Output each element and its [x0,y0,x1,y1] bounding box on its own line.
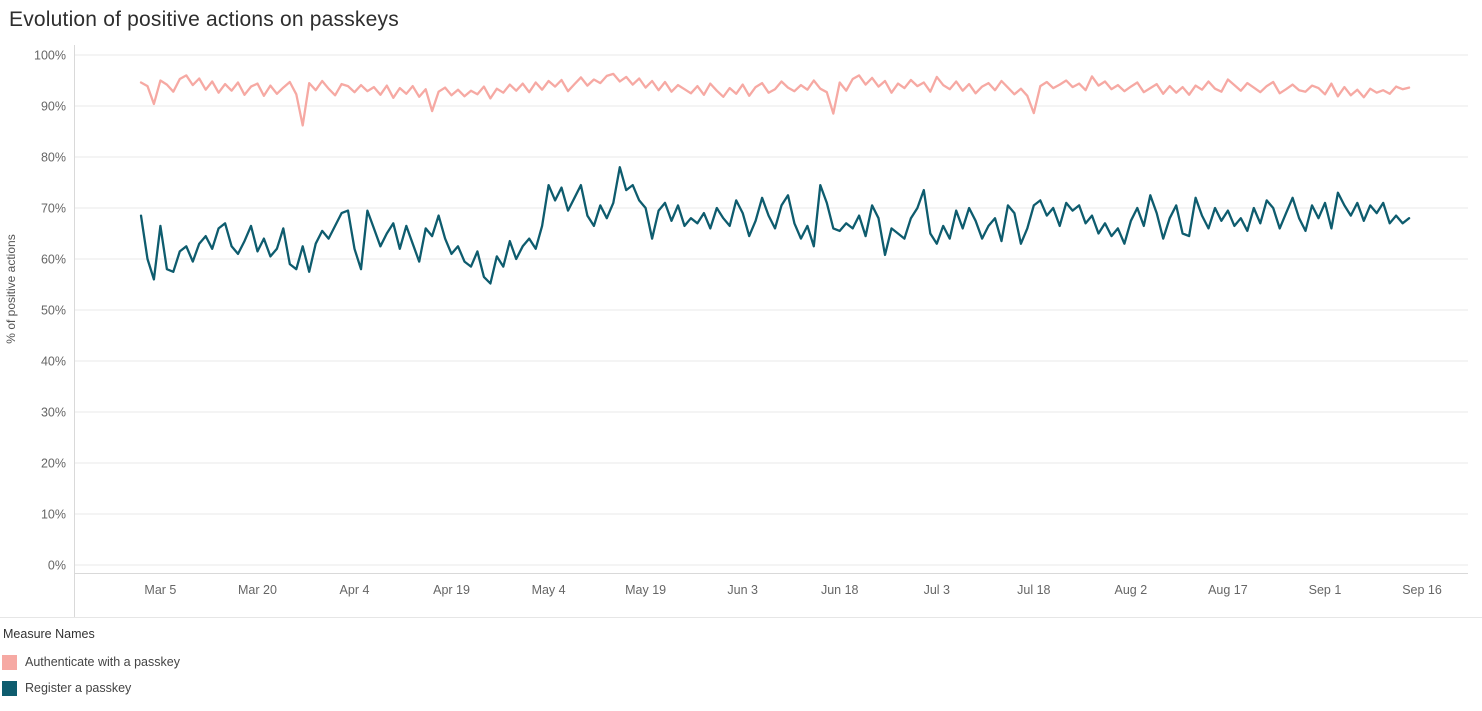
x-tick-label: Sep 1 [1309,583,1342,597]
y-tick-label: 20% [41,457,66,471]
y-tick-label: 10% [41,508,66,522]
y-tick-label: 60% [41,253,66,267]
x-tick-label: Mar 5 [144,583,176,597]
x-tick-label: Jun 18 [821,583,859,597]
y-tick-label: 70% [41,202,66,216]
x-tick-label: Mar 20 [238,583,277,597]
y-tick-label: 0% [48,559,66,573]
x-tick-label: Aug 2 [1115,583,1148,597]
y-axis-title: % of positive actions [4,234,18,343]
x-tick-label: May 19 [625,583,666,597]
legend-swatch-register-icon[interactable] [2,680,17,696]
x-tick-label: Sep 16 [1402,583,1442,597]
chart-svg: 0% 10% 20% 30% 40% 50% 60% 70% 80% 90% 100% Mar 5 Ma… [0,45,1482,618]
y-tick-label: 100% [34,49,66,63]
legend-title: Measure Names [3,627,95,641]
series-line-register[interactable] [139,166,1411,285]
series-line-authenticate[interactable] [139,72,1411,127]
y-tick-label: 40% [41,355,66,369]
legend-label-register: Register a passkey [25,681,132,695]
legend-item-authenticate[interactable]: Authenticate with a passkey [2,649,1482,675]
y-tick-label: 80% [41,151,66,165]
legend-swatch-authenticate-icon[interactable] [2,654,17,670]
y-tick-label: 30% [41,406,66,420]
x-tick-label: Apr 4 [340,583,370,597]
x-tick-label: Jun 3 [727,583,758,597]
x-tick-label: Jul 3 [924,583,950,597]
x-tick-label: Aug 17 [1208,583,1248,597]
legend-item-register[interactable]: Register a passkey [2,675,1482,701]
x-tick-label: May 4 [532,583,566,597]
chart-title: Evolution of positive actions on passkey… [9,8,399,31]
y-tick-label: 90% [41,100,66,114]
x-tick-label: Apr 19 [433,583,470,597]
legend: Measure Names Authenticate with a passke… [0,622,1482,701]
legend-label-authenticate: Authenticate with a passkey [25,655,180,669]
y-tick-label: 50% [41,304,66,318]
x-tick-label: Jul 18 [1017,583,1050,597]
